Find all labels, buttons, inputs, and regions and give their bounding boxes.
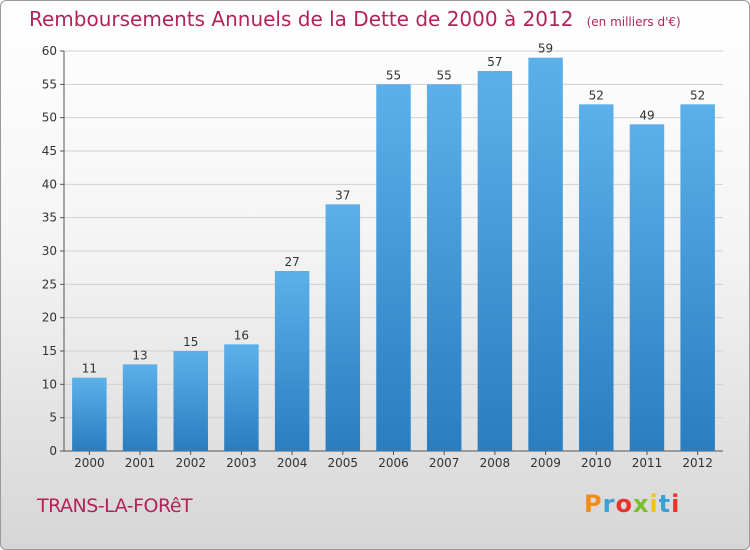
data-label-2005: 37 bbox=[335, 188, 350, 202]
logo-letter: r bbox=[602, 490, 616, 518]
data-label-2004: 27 bbox=[284, 255, 299, 269]
x-tick-label-2008: 2008 bbox=[480, 456, 511, 470]
data-label-2010: 52 bbox=[589, 88, 604, 102]
x-tick-label-2009: 2009 bbox=[530, 456, 561, 470]
chart-title: Remboursements Annuels de la Dette de 20… bbox=[29, 7, 574, 31]
y-tick-label: 55 bbox=[42, 77, 57, 91]
bar-2000 bbox=[72, 377, 107, 451]
x-tick-label-2007: 2007 bbox=[429, 456, 460, 470]
y-tick-label: 50 bbox=[42, 111, 57, 125]
y-tick-label: 60 bbox=[42, 44, 57, 58]
x-tick-label-2004: 2004 bbox=[277, 456, 308, 470]
y-tick-label: 5 bbox=[49, 411, 57, 425]
data-label-2012: 52 bbox=[690, 88, 705, 102]
commune-name: TRANS-LA-FORêT bbox=[37, 495, 193, 517]
y-tick-label: 30 bbox=[42, 244, 57, 258]
x-tick-label-2012: 2012 bbox=[682, 456, 713, 470]
y-tick-label: 40 bbox=[42, 177, 57, 191]
y-tick-label: 15 bbox=[42, 344, 57, 358]
x-tick-label-2002: 2002 bbox=[175, 456, 206, 470]
chart-unit: (en milliers d'€) bbox=[586, 15, 681, 29]
y-tick-label: 10 bbox=[42, 377, 57, 391]
bar-2009 bbox=[528, 57, 563, 452]
proxiti-logo: Proxiti bbox=[584, 490, 680, 518]
logo-letter: o bbox=[615, 490, 633, 518]
x-tick-label-2001: 2001 bbox=[125, 456, 156, 470]
y-tick-label: 20 bbox=[42, 311, 57, 325]
data-label-2001: 13 bbox=[132, 348, 147, 362]
data-label-2006: 55 bbox=[386, 68, 401, 82]
x-tick-label-2010: 2010 bbox=[581, 456, 612, 470]
y-tick-label: 25 bbox=[42, 277, 57, 291]
title-row: Remboursements Annuels de la Dette de 20… bbox=[29, 7, 681, 31]
bar-2011 bbox=[629, 124, 665, 451]
y-tick-label: 45 bbox=[42, 144, 57, 158]
logo-letter: i bbox=[671, 490, 681, 518]
data-label-2000: 11 bbox=[82, 362, 97, 376]
x-tick-label-2000: 2000 bbox=[74, 456, 105, 470]
data-label-2011: 49 bbox=[639, 108, 654, 122]
y-tick-label: 0 bbox=[49, 444, 57, 458]
data-label-2007: 55 bbox=[437, 68, 452, 82]
bar-2010 bbox=[579, 104, 614, 451]
data-label-2003: 16 bbox=[234, 328, 249, 342]
x-tick-label-2006: 2006 bbox=[378, 456, 409, 470]
x-tick-label-2011: 2011 bbox=[632, 456, 663, 470]
bar-2003 bbox=[224, 344, 259, 451]
bar-2006 bbox=[376, 84, 411, 451]
x-tick-label-2005: 2005 bbox=[328, 456, 359, 470]
bar-2008 bbox=[477, 71, 513, 451]
bar-2007 bbox=[426, 84, 462, 451]
logo-letter: x bbox=[632, 490, 650, 518]
data-label-2002: 15 bbox=[183, 335, 198, 349]
bar-2004 bbox=[274, 271, 310, 451]
bar-2005 bbox=[325, 204, 361, 451]
logo-letter: i bbox=[649, 490, 659, 518]
logo-letter: t bbox=[658, 490, 672, 518]
data-label-2009: 59 bbox=[538, 42, 553, 56]
logo-letter: P bbox=[584, 490, 603, 518]
bar-2002 bbox=[173, 351, 208, 451]
bar-2001 bbox=[122, 364, 158, 451]
y-tick-label: 35 bbox=[42, 211, 57, 225]
data-label-2008: 57 bbox=[487, 55, 502, 69]
bar-2012 bbox=[680, 104, 715, 451]
x-tick-label-2003: 2003 bbox=[226, 456, 257, 470]
